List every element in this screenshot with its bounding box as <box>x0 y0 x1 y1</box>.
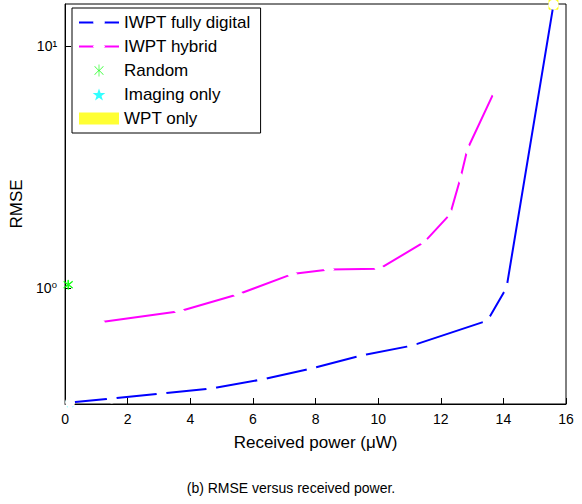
svg-text:4: 4 <box>186 411 194 427</box>
svg-text:RMSE: RMSE <box>7 179 26 228</box>
svg-text:IWPT fully digital: IWPT fully digital <box>124 13 250 32</box>
svg-text:Received power (μW): Received power (μW) <box>234 433 398 452</box>
svg-text:14: 14 <box>496 411 512 427</box>
svg-text:10: 10 <box>370 411 386 427</box>
svg-text:0: 0 <box>61 411 69 427</box>
svg-text:6: 6 <box>249 411 257 427</box>
svg-text:10¹: 10¹ <box>37 38 58 54</box>
svg-text:(b) RMSE versus received power: (b) RMSE versus received power. <box>187 480 396 496</box>
svg-text:16: 16 <box>558 411 574 427</box>
svg-text:12: 12 <box>433 411 449 427</box>
svg-text:WPT only: WPT only <box>124 109 198 128</box>
svg-text:Imaging only: Imaging only <box>124 85 221 104</box>
svg-text:IWPT hybrid: IWPT hybrid <box>124 37 217 56</box>
svg-text:Random: Random <box>124 61 188 80</box>
svg-text:10⁰: 10⁰ <box>36 280 58 296</box>
svg-text:2: 2 <box>124 411 132 427</box>
svg-text:8: 8 <box>312 411 320 427</box>
